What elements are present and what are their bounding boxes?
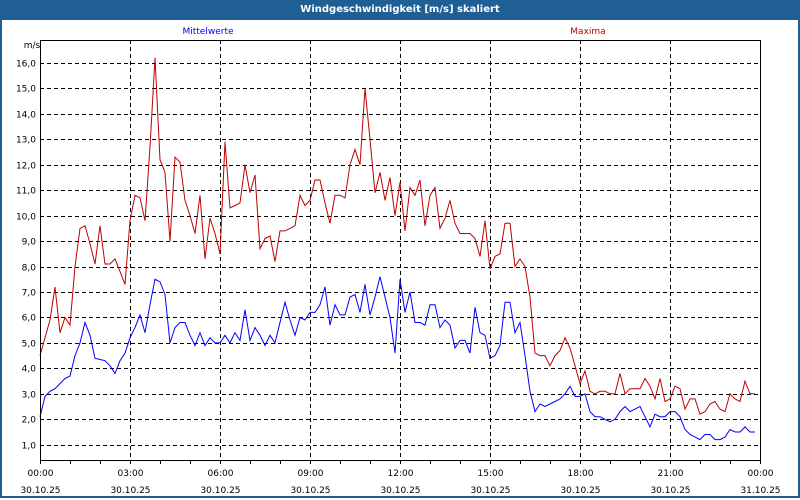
y-tick-label: 6,0	[22, 314, 37, 324]
y-tick-label: 3,0	[22, 391, 37, 401]
x-tick-date: 30.10.25	[110, 486, 150, 496]
x-tick-date: 30.10.25	[20, 486, 60, 496]
x-tick-time: 00:00	[28, 469, 54, 479]
x-tick-time: 00:00	[748, 469, 774, 479]
y-axis: 1,0 2,0 3,0 4,0 5,0 6,0 7,0 8,0 9,0 10,0 11,0 12,0 1…	[16, 60, 36, 452]
y-tick-label: 1,0	[22, 442, 37, 452]
x-tick-time: 18:00	[568, 469, 594, 479]
x-tick-date: 30.10.25	[650, 486, 690, 496]
y-tick-label: 8,0	[22, 264, 37, 274]
x-tick-date: 30.10.25	[380, 486, 420, 496]
x-tick-date: 31.10.25	[740, 486, 780, 496]
y-tick-label: 15,0	[16, 85, 36, 95]
y-tick-label: 12,0	[16, 162, 36, 172]
y-tick-label: 10,0	[16, 213, 36, 223]
x-tick-time: 15:00	[478, 469, 504, 479]
legend-mittelwerte: Mittelwerte	[182, 27, 233, 37]
y-tick-label: 7,0	[22, 289, 37, 299]
x-tick-date: 30.10.25	[200, 486, 240, 496]
legend-maxima: Maxima	[570, 27, 605, 37]
series-line-maxima	[39, 57, 755, 415]
y-axis-unit: m/s	[24, 41, 41, 51]
x-tick-time: 09:00	[298, 469, 324, 479]
x-tick-date: 30.10.25	[290, 486, 330, 496]
series-lines	[39, 57, 755, 441]
window-title: Windgeschwindigkeit [m/s] skaliert	[0, 0, 800, 20]
y-tick-label: 11,0	[16, 187, 36, 197]
x-tick-time: 03:00	[118, 469, 144, 479]
y-tick-label: 14,0	[16, 111, 36, 121]
x-tick-time: 06:00	[208, 469, 234, 479]
series-line-mittelwerte	[39, 276, 755, 441]
x-tick-time: 12:00	[388, 469, 414, 479]
plot-frame	[40, 40, 761, 461]
y-tick-label: 9,0	[22, 238, 37, 248]
x-tick-date: 30.10.25	[560, 486, 600, 496]
x-tick-time: 21:00	[658, 469, 684, 479]
x-tick-date: 30.10.25	[470, 486, 510, 496]
grid	[40, 40, 760, 460]
y-tick-label: 16,0	[16, 60, 36, 70]
y-tick-label: 2,0	[22, 416, 37, 426]
y-tick-label: 4,0	[22, 365, 37, 375]
y-tick-label: 5,0	[22, 340, 37, 350]
y-tick-label: 13,0	[16, 136, 36, 146]
x-axis: 00:00 30.10.25 03:00 30.10.25 06:00 30.10.25 0…	[20, 460, 781, 496]
